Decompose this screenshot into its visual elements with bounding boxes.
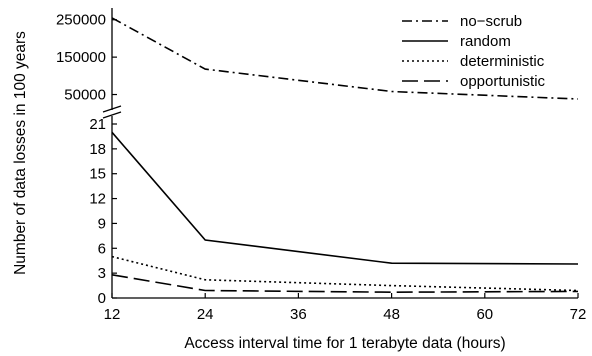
y-axis-lower: 21 18 15 12 9 6 3 0 bbox=[89, 116, 117, 307]
x-tick-label: 72 bbox=[570, 306, 587, 323]
y-tick-label-lower: 6 bbox=[98, 240, 106, 257]
x-tick-label: 48 bbox=[383, 306, 400, 323]
y-tick-label-lower: 15 bbox=[89, 166, 106, 183]
y-tick-label-lower: 0 bbox=[98, 290, 106, 307]
y-tick-label-lower: 3 bbox=[98, 265, 106, 282]
y-tick-label-lower: 12 bbox=[89, 191, 106, 208]
series-lines bbox=[111, 17, 579, 294]
axis-break-line-1 bbox=[102, 105, 122, 113]
y-tick-label-lower: 9 bbox=[98, 215, 106, 232]
series-line-2 bbox=[111, 255, 579, 292]
legend-label-0: no−scrub bbox=[460, 13, 522, 30]
series-line-1 bbox=[111, 131, 579, 265]
y-tick-label-upper: 150000 bbox=[56, 49, 106, 66]
x-axis-title: Access interval time for 1 terabyte data… bbox=[184, 335, 505, 352]
legend-label-2: deterministic bbox=[460, 53, 545, 70]
x-tick-label: 24 bbox=[197, 306, 214, 323]
x-tick-label: 36 bbox=[290, 306, 307, 323]
x-axis: 12 24 36 48 60 72 bbox=[104, 293, 587, 323]
y-tick-label-lower: 21 bbox=[89, 116, 106, 133]
axis-break-line-2 bbox=[102, 111, 122, 119]
y-tick-label-upper: 250000 bbox=[56, 12, 106, 29]
y-axis-title: Number of data losses in 100 years bbox=[12, 31, 29, 275]
legend-label-3: opportunistic bbox=[460, 73, 546, 90]
y-tick-label-upper: 50000 bbox=[64, 87, 106, 104]
axis-break-mark bbox=[102, 105, 122, 119]
x-tick-label: 12 bbox=[104, 306, 121, 323]
legend: no−scrub random deterministic opportunistic bbox=[402, 13, 546, 90]
legend-label-1: random bbox=[460, 33, 511, 50]
x-tick-label: 60 bbox=[476, 306, 493, 323]
series-line-0 bbox=[111, 17, 579, 100]
y-tick-label-lower: 18 bbox=[89, 141, 106, 158]
plot-frame bbox=[111, 8, 578, 299]
y-axis-upper: 250000 150000 50000 bbox=[56, 12, 117, 104]
series-line-3 bbox=[111, 274, 579, 294]
